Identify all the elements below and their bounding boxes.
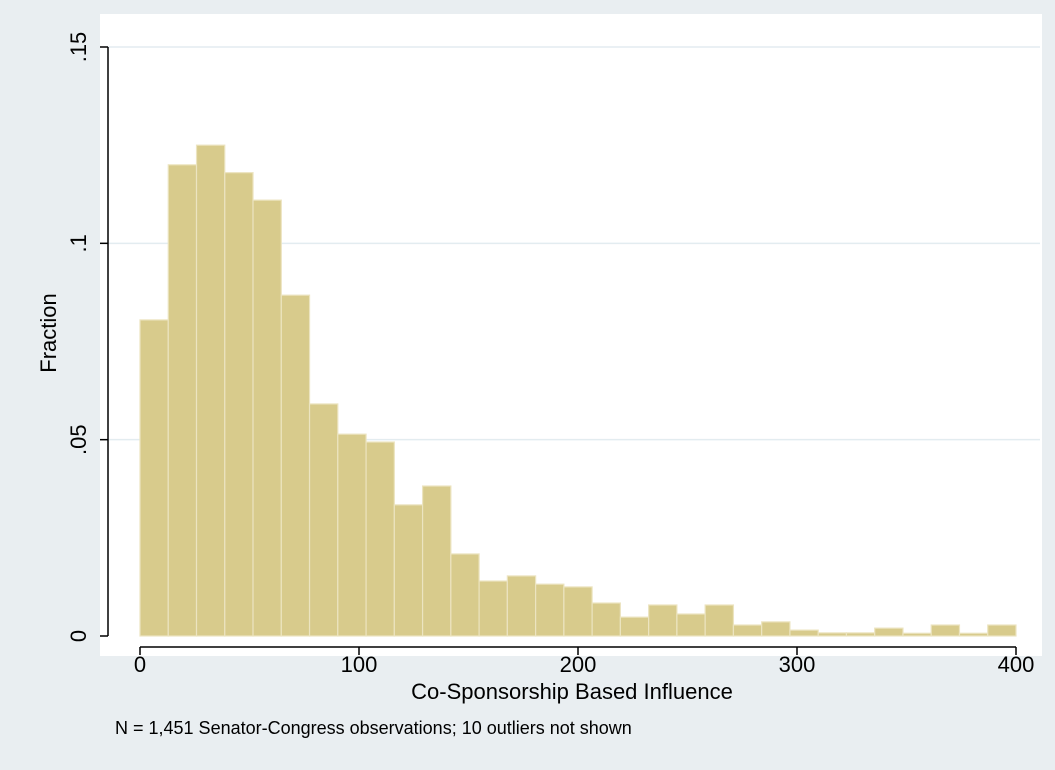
x-tick-label: 300 — [779, 652, 816, 677]
bar — [393, 504, 424, 637]
bar — [789, 629, 819, 637]
bar — [845, 632, 876, 637]
bar — [958, 632, 989, 637]
bar — [478, 580, 508, 637]
x-tick-label: 400 — [998, 652, 1035, 677]
bar — [535, 583, 565, 637]
x-axis-title: Co-Sponsorship Based Influence — [411, 679, 733, 704]
y-tick-label: .05 — [66, 424, 91, 455]
bar — [732, 624, 763, 637]
bar — [280, 294, 311, 637]
x-tick-label: 200 — [560, 652, 597, 677]
bar — [761, 621, 791, 637]
y-tick-label: .1 — [66, 234, 91, 252]
bar — [987, 624, 1017, 637]
bar — [139, 319, 169, 637]
y-axis-title: Fraction — [36, 293, 61, 372]
x-tick-label: 0 — [134, 652, 146, 677]
bar — [930, 624, 961, 637]
bar — [421, 485, 452, 637]
bar — [619, 616, 650, 637]
bar — [874, 627, 904, 637]
bar — [450, 553, 480, 637]
bar — [506, 575, 537, 637]
bar — [676, 613, 706, 637]
bar — [648, 604, 678, 637]
bar — [563, 586, 593, 637]
bar — [252, 199, 282, 637]
bar — [591, 602, 621, 637]
bar — [167, 164, 198, 637]
bar — [308, 403, 339, 637]
y-tick-label: .15 — [66, 32, 91, 63]
y-tick-label: 0 — [66, 630, 91, 642]
bar — [224, 172, 254, 637]
note: N = 1,451 Senator-Congress observations;… — [115, 718, 632, 738]
bar — [195, 144, 226, 637]
bar — [704, 604, 735, 637]
x-tick-label: 100 — [341, 652, 378, 677]
bar — [337, 433, 367, 637]
bar — [817, 632, 848, 637]
bar — [365, 441, 395, 637]
bar — [902, 632, 932, 637]
